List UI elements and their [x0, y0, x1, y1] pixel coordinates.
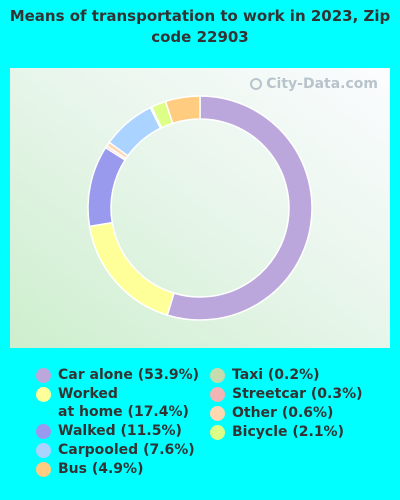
- donut-slice-4: [164, 95, 201, 125]
- legend-item: Worked at home (17.4%): [36, 385, 199, 421]
- legend-swatch: [210, 387, 225, 402]
- legend-swatch: [210, 425, 225, 440]
- legend-label: Bicycle (2.1%): [232, 424, 344, 440]
- legend-label: Worked at home (17.4%): [58, 386, 189, 420]
- legend-item: Bus (4.9%): [36, 460, 199, 478]
- legend-swatch: [36, 443, 51, 458]
- watermark: City-Data.com: [250, 76, 378, 92]
- legend-swatch: [36, 424, 51, 439]
- legend-swatch: [36, 462, 51, 477]
- legend-item: Streetcar (0.3%): [210, 385, 363, 403]
- legend-item: Bicycle (2.1%): [210, 423, 363, 441]
- donut-slice-0: [166, 95, 313, 321]
- donut-chart: [87, 95, 313, 321]
- legend-label: Car alone (53.9%): [58, 367, 200, 383]
- chart-title: Means of transportation to work in 2023,…: [9, 7, 391, 46]
- legend-item: Taxi (0.2%): [210, 366, 363, 384]
- donut-slice-3: [108, 106, 162, 157]
- legend-label: Carpooled (7.6%): [58, 442, 195, 458]
- legend-swatch: [36, 387, 51, 402]
- donut-slice-2: [87, 146, 127, 228]
- legend-label: Other (0.6%): [232, 405, 334, 421]
- legend-item: Carpooled (7.6%): [36, 441, 199, 459]
- watermark-text: City-Data.com: [266, 76, 378, 92]
- magnifier-icon: [250, 78, 263, 90]
- legend-item: Walked (11.5%): [36, 422, 199, 440]
- plot-area: City-Data.com: [10, 68, 390, 348]
- legend-label: Bus (4.9%): [58, 461, 144, 477]
- legend-swatch: [36, 368, 51, 383]
- legend-label: Streetcar (0.3%): [232, 386, 363, 402]
- legend-label: Taxi (0.2%): [232, 367, 320, 383]
- legend-column-right: Taxi (0.2%) Streetcar (0.3%) Other (0.6%) B…: [210, 366, 363, 442]
- donut-slice-1: [88, 221, 175, 317]
- legend-item: Car alone (53.9%): [36, 366, 199, 384]
- legend-swatch: [210, 406, 225, 421]
- legend-item: Other (0.6%): [210, 404, 363, 422]
- legend-swatch: [210, 368, 225, 383]
- legend-column-left: Car alone (53.9%) Worked at home (17.4%) W…: [36, 366, 199, 479]
- legend-label: Walked (11.5%): [58, 423, 182, 439]
